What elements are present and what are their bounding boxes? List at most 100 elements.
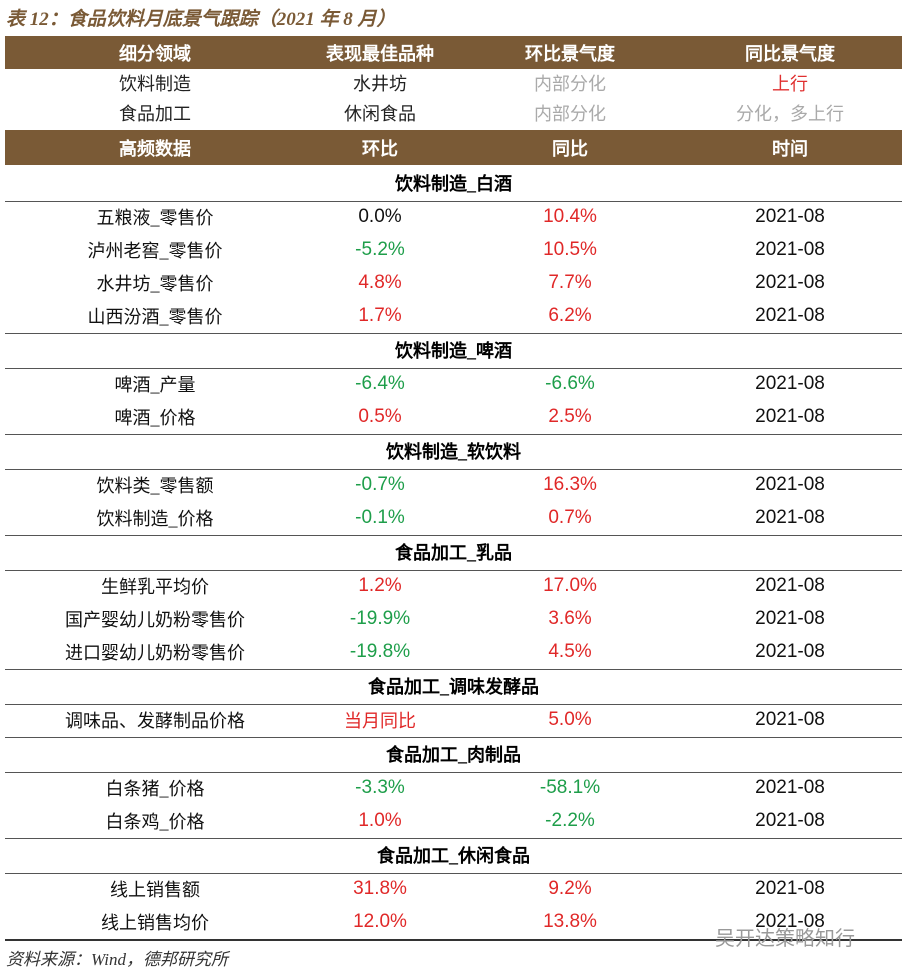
value-cell: 2021-08 xyxy=(755,507,825,528)
row-label: 国产婴幼儿奶粉零售价 xyxy=(65,610,245,630)
value-cell: -6.6% xyxy=(545,373,595,394)
value-cell: 2021-08 xyxy=(755,406,825,427)
value-cell: 2021-08 xyxy=(755,777,825,798)
summary-cell: 内部分化 xyxy=(534,104,606,124)
section-title: 食品加工_肉制品 xyxy=(386,745,521,765)
row-label: 生鲜乳平均价 xyxy=(101,577,209,597)
value-cell: 2021-08 xyxy=(755,878,825,899)
rule xyxy=(5,468,902,470)
header-cell: 时间 xyxy=(772,138,808,159)
rule xyxy=(5,534,902,536)
value-cell: 2021-08 xyxy=(755,239,825,260)
row-label: 啤酒_价格 xyxy=(114,408,196,428)
value-cell: 2021-08 xyxy=(755,305,825,326)
value-cell: 1.2% xyxy=(358,575,402,596)
value-cell: -0.7% xyxy=(355,474,405,495)
rule xyxy=(5,367,902,369)
rule xyxy=(5,433,902,435)
summary-cell: 分化，多上行 xyxy=(736,104,844,124)
row-label: 水井坊_零售价 xyxy=(96,274,214,294)
summary-cell: 休闲食品 xyxy=(344,104,416,124)
summary-cell: 上行 xyxy=(772,74,808,94)
value-cell: 2021-08 xyxy=(755,641,825,662)
summary-cell: 饮料制造 xyxy=(119,74,191,94)
section-title: 食品加工_调味发酵品 xyxy=(368,677,539,697)
header-cell: 环比 xyxy=(362,138,398,159)
header-cell: 环比景气度 xyxy=(525,43,615,64)
value-cell: 2021-08 xyxy=(755,911,825,932)
row-label: 饮料制造_价格 xyxy=(96,509,214,529)
value-cell: 17.0% xyxy=(543,575,597,596)
value-cell: 31.8% xyxy=(353,878,407,899)
value-cell: 4.5% xyxy=(548,641,592,662)
header-band xyxy=(5,36,902,69)
value-cell: 2021-08 xyxy=(755,272,825,293)
row-label: 白条鸡_价格 xyxy=(105,812,205,832)
rule xyxy=(5,771,902,773)
value-cell: 13.8% xyxy=(543,911,597,932)
value-cell: 当月同比 xyxy=(344,711,416,731)
value-cell: 10.5% xyxy=(543,239,597,260)
value-cell: 0.5% xyxy=(358,406,402,427)
source: 资料来源：Wind，德邦研究所 xyxy=(6,950,228,969)
value-cell: -6.4% xyxy=(355,373,405,394)
value-cell: 3.6% xyxy=(548,608,592,629)
rule xyxy=(5,736,902,738)
value-cell: 0.0% xyxy=(358,206,402,227)
value-cell: 4.8% xyxy=(358,272,402,293)
row-label: 调味品、发酵制品价格 xyxy=(65,711,245,731)
value-cell: 2021-08 xyxy=(755,709,825,730)
value-cell: 16.3% xyxy=(543,474,597,495)
header-cell: 同比 xyxy=(552,138,588,159)
value-cell: 1.0% xyxy=(358,810,402,831)
header-cell: 同比景气度 xyxy=(745,43,835,64)
value-cell: 9.2% xyxy=(548,878,592,899)
row-label: 五粮液_零售价 xyxy=(96,208,214,228)
value-cell: 1.7% xyxy=(358,305,402,326)
value-cell: -3.3% xyxy=(355,777,405,798)
section-title: 食品加工_乳品 xyxy=(395,543,512,563)
row-label: 线上销售额 xyxy=(110,880,200,900)
summary-cell: 食品加工 xyxy=(119,104,191,124)
value-cell: 2021-08 xyxy=(755,373,825,394)
value-cell: 2021-08 xyxy=(755,206,825,227)
section-title: 饮料制造_啤酒 xyxy=(395,341,512,361)
rule xyxy=(5,569,902,571)
summary-cell: 水井坊 xyxy=(353,74,407,94)
value-cell: 2021-08 xyxy=(755,608,825,629)
value-cell: 7.7% xyxy=(548,272,592,293)
value-cell: -2.2% xyxy=(545,810,595,831)
value-cell: 2021-08 xyxy=(755,474,825,495)
rule xyxy=(5,200,902,202)
row-label: 进口婴幼儿奶粉零售价 xyxy=(65,643,245,663)
title: 表 12：食品饮料月底景气跟踪（2021 年 8 月） xyxy=(6,9,396,30)
section-title: 食品加工_休闲食品 xyxy=(377,846,530,866)
row-label: 泸州老窖_零售价 xyxy=(87,241,223,261)
row-label: 山西汾酒_零售价 xyxy=(87,307,223,327)
value-cell: -5.2% xyxy=(355,239,405,260)
bottom-rule xyxy=(5,938,902,941)
header-cell: 表现最佳品种 xyxy=(326,43,434,64)
header-cell: 细分领域 xyxy=(119,43,191,64)
row-label: 饮料类_零售额 xyxy=(96,476,214,496)
row-label: 白条猪_价格 xyxy=(105,779,205,799)
value-cell: 10.4% xyxy=(543,206,597,227)
row-label: 啤酒_产量 xyxy=(114,375,196,395)
header-cell: 高频数据 xyxy=(119,138,191,159)
value-cell: -0.1% xyxy=(355,507,405,528)
rule xyxy=(5,837,902,839)
value-cell: 2021-08 xyxy=(755,810,825,831)
value-cell: 12.0% xyxy=(353,911,407,932)
value-cell: -19.8% xyxy=(349,641,411,662)
value-cell: 0.7% xyxy=(548,507,592,528)
watermark: 吴开达策略知行 xyxy=(715,926,855,950)
rule xyxy=(5,872,902,874)
rule xyxy=(5,332,902,334)
value-cell: 2021-08 xyxy=(755,575,825,596)
value-cell: 5.0% xyxy=(548,709,592,730)
value-cell: -58.1% xyxy=(539,777,601,798)
section-title: 饮料制造_白酒 xyxy=(395,174,512,194)
value-cell: 2.5% xyxy=(548,406,592,427)
rule xyxy=(5,668,902,670)
